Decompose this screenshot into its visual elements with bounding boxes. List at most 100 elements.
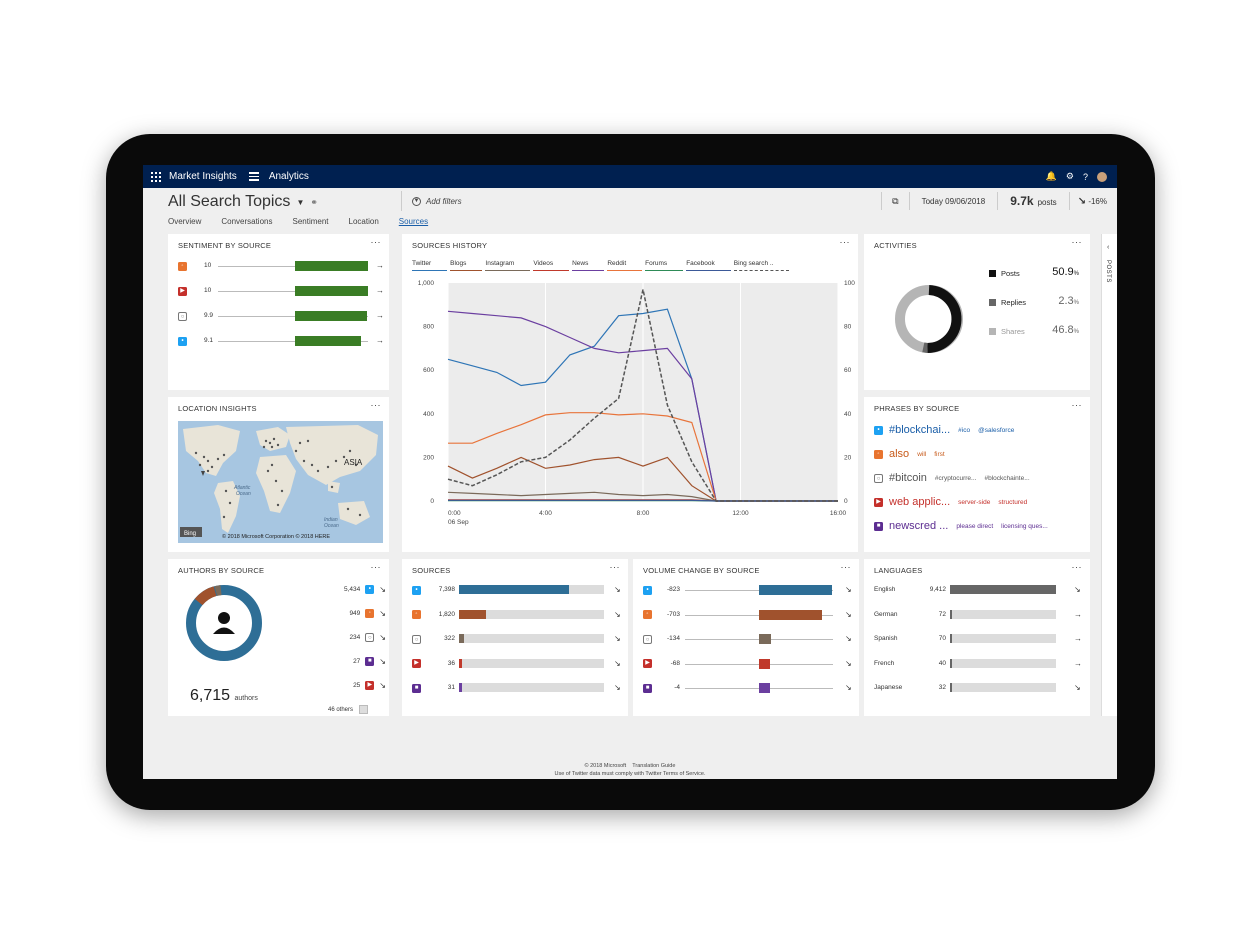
more-options-button[interactable]: ··· — [1071, 400, 1082, 410]
author-source-row[interactable]: 5,434 • ↘ — [318, 585, 386, 594]
series-line-facebook[interactable] — [448, 499, 838, 502]
source-row[interactable]: ▶ 36 ↘ — [412, 658, 622, 670]
phrase-main[interactable]: #bitcoin — [889, 472, 927, 484]
source-row[interactable]: ○ 322 ↘ — [412, 633, 622, 645]
legend-item[interactable]: Forums — [645, 260, 684, 271]
more-options-button[interactable]: ··· — [1071, 237, 1082, 247]
volume-row[interactable]: ▶ -68 ↘ — [643, 658, 853, 670]
legend-item[interactable]: Instagram — [485, 260, 531, 271]
volume-row[interactable]: ■ -4 ↘ — [643, 682, 853, 694]
world-map[interactable]: ASIA Atlantic Ocean Indian Ocean Bing © … — [178, 421, 383, 543]
more-options-button[interactable]: ··· — [370, 562, 381, 572]
arrow-right-icon[interactable]: → — [376, 336, 384, 345]
arrow-right-icon[interactable]: → — [376, 286, 384, 295]
phrase-row[interactable]: ■ newscred ... please direct licensing ques… — [874, 519, 1079, 533]
legend-item[interactable]: Bing search .. — [733, 260, 790, 271]
sentiment-row[interactable]: ▶ 10 → — [178, 285, 384, 297]
translation-guide-link[interactable]: Translation Guide — [632, 763, 676, 769]
legend-item[interactable]: News — [572, 260, 605, 271]
source-row[interactable]: ◦ 1,820 ↘ — [412, 609, 622, 621]
volume-row[interactable]: ○ -134 ↘ — [643, 633, 853, 645]
chevron-down-icon[interactable]: ▼ — [296, 197, 305, 207]
more-options-button[interactable]: ··· — [1071, 562, 1082, 572]
section-name[interactable]: Analytics — [268, 171, 309, 182]
date-label[interactable]: Today 09/06/2018 — [921, 196, 986, 206]
source-count: 36 — [447, 659, 455, 667]
source-row[interactable]: ■ 31 ↘ — [412, 682, 622, 694]
language-row[interactable]: Japanese 32 ↘ — [874, 682, 1084, 694]
sentiment-row[interactable]: ○ 9.9 → — [178, 310, 384, 322]
phrase-main[interactable]: web applic... — [889, 496, 951, 508]
phrase-main[interactable]: also — [889, 448, 910, 460]
author-source-row[interactable]: 27 ■ ↘ — [318, 657, 386, 666]
topic-selector[interactable]: All Search Topics ▼ ⚭ — [168, 193, 318, 211]
authors-others[interactable]: 46 others — [328, 705, 369, 714]
gear-icon[interactable]: ⚙ — [1065, 171, 1074, 181]
posts-side-panel[interactable]: ‹ POSTS — [1101, 234, 1117, 716]
language-row[interactable]: English 9,412 ↘ — [874, 584, 1084, 596]
more-options-button[interactable]: ··· — [370, 237, 381, 247]
source-bar — [459, 683, 462, 692]
phrase-main[interactable]: #blockchai... — [889, 424, 951, 436]
volume-row[interactable]: ◦ -703 ↘ — [643, 609, 853, 621]
arrow-right-icon[interactable]: → — [376, 261, 384, 270]
tab-conversations[interactable]: Conversations — [221, 217, 273, 226]
language-row[interactable]: German 72 → — [874, 609, 1084, 621]
legend-item[interactable]: Facebook — [686, 260, 731, 271]
tab-location[interactable]: Location — [348, 217, 379, 226]
phrase-row[interactable]: ◦ also will first — [874, 447, 1079, 461]
activity-row[interactable]: Replies 2.3% — [989, 295, 1079, 309]
phrase-secondary[interactable]: #ico — [958, 426, 971, 434]
phrase-tertiary[interactable]: @salesforce — [978, 426, 1015, 434]
phrase-secondary[interactable]: server-side — [958, 498, 991, 506]
more-options-button[interactable]: ··· — [839, 237, 850, 247]
legend-item[interactable]: Twitter — [412, 260, 448, 271]
author-source-row[interactable]: 234 ○ ↘ — [318, 633, 386, 642]
sentiment-row[interactable]: ◦ 10 → — [178, 260, 384, 272]
waffle-icon[interactable] — [151, 171, 161, 182]
tab-sources[interactable]: Sources — [398, 217, 429, 226]
more-options-button[interactable]: ··· — [840, 562, 851, 572]
language-row[interactable]: Spanish 70 → — [874, 633, 1084, 645]
phrase-secondary[interactable]: please direct — [956, 522, 994, 530]
authors-donut[interactable] — [184, 583, 264, 663]
phrase-tertiary[interactable]: structured — [998, 498, 1028, 506]
chevron-left-icon[interactable]: ‹ — [1107, 244, 1110, 251]
phrase-tertiary[interactable]: licensing ques... — [1001, 522, 1048, 530]
people-icon[interactable]: ⚭ — [310, 196, 318, 207]
app-name[interactable]: Market Insights — [169, 171, 237, 182]
volume-row[interactable]: • -823 ↘ — [643, 584, 853, 596]
author-source-row[interactable]: 25 ▶ ↘ — [318, 681, 386, 690]
arrow-right-icon[interactable]: → — [376, 311, 384, 320]
phrase-row[interactable]: ○ #bitcoin #cryptocurre... #blockchainte... — [874, 471, 1079, 485]
compare-icon[interactable]: ⧉ — [892, 195, 899, 206]
tab-overview[interactable]: Overview — [168, 217, 202, 226]
phrase-tertiary[interactable]: first — [934, 450, 945, 458]
user-avatar[interactable] — [1097, 171, 1107, 182]
phrase-main[interactable]: newscred ... — [889, 520, 949, 532]
legend-item[interactable]: Blogs — [450, 260, 483, 271]
phrase-row[interactable]: ▶ web applic... server-side structured — [874, 495, 1079, 509]
phrase-row[interactable]: • #blockchai... #ico @salesforce — [874, 423, 1079, 437]
phrase-secondary[interactable]: will — [917, 450, 927, 458]
activities-donut[interactable] — [894, 284, 964, 354]
language-row[interactable]: French 40 → — [874, 658, 1084, 670]
notification-bell-icon[interactable]: 🔔 — [1045, 171, 1057, 181]
series-line-bing-search[interactable] — [447, 289, 838, 502]
more-options-button[interactable]: ··· — [370, 400, 381, 410]
author-source-row[interactable]: 949 ◦ ↘ — [318, 609, 386, 618]
add-filters-button[interactable]: ▼ Add filters — [401, 191, 462, 211]
help-icon[interactable]: ? — [1082, 171, 1088, 182]
source-row[interactable]: • 7,398 ↘ — [412, 584, 622, 596]
sentiment-row[interactable]: • 9.1 → — [178, 335, 384, 347]
tab-sentiment[interactable]: Sentiment — [292, 217, 329, 226]
phrase-secondary[interactable]: #cryptocurre... — [934, 474, 977, 482]
legend-item[interactable]: Reddit — [607, 260, 643, 271]
more-options-button[interactable]: ··· — [609, 562, 620, 572]
activity-row[interactable]: Posts 50.9% — [989, 266, 1079, 280]
phrase-tertiary[interactable]: #blockchainte... — [984, 474, 1030, 482]
activity-row[interactable]: Shares 46.8% — [989, 324, 1079, 338]
hamburger-icon[interactable] — [248, 172, 259, 181]
legend-item[interactable]: Videos — [533, 260, 570, 271]
